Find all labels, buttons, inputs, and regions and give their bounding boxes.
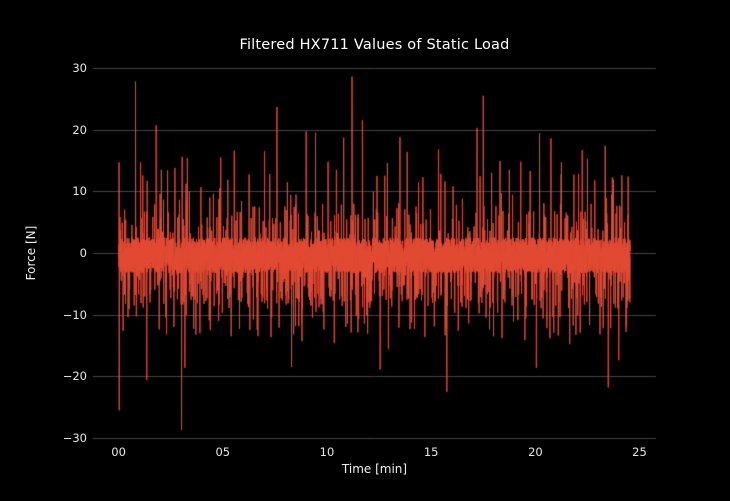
- y-tick-label: 0: [79, 246, 87, 260]
- y-tick-label: 10: [72, 184, 87, 199]
- x-tick-label: 20: [528, 445, 543, 459]
- x-tick-label: 05: [215, 445, 231, 459]
- x-tick-label: 15: [423, 445, 439, 459]
- y-tick-label: −10: [62, 307, 87, 322]
- y-tick-label: −20: [62, 369, 87, 384]
- x-tick-label: 00: [111, 445, 126, 459]
- chart-title: Filtered HX711 Values of Static Load: [239, 37, 510, 53]
- x-axis-label: Time [min]: [341, 462, 408, 476]
- y-tick-label: −30: [62, 431, 87, 445]
- y-tick-label: 20: [72, 122, 87, 137]
- x-tick-label: 10: [319, 445, 335, 459]
- x-tick-label: 25: [632, 445, 647, 459]
- y-tick-label: 30: [72, 61, 87, 75]
